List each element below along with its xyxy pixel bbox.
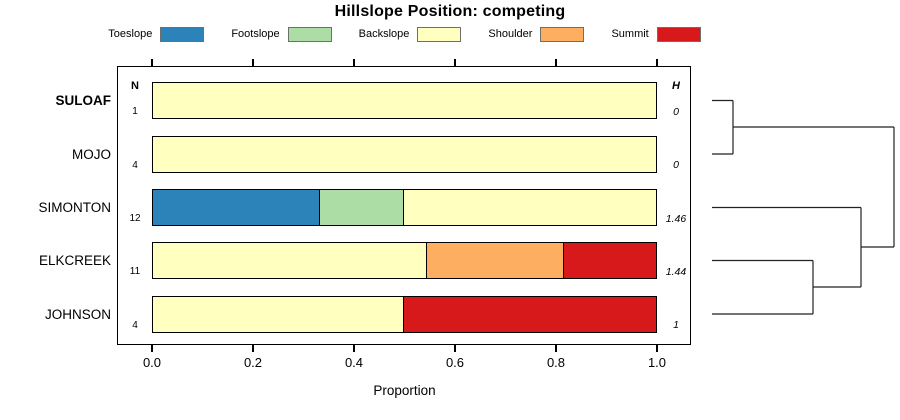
- x-axis-tick-label: 0.6: [445, 355, 465, 370]
- x-axis-tick-top: [656, 59, 658, 66]
- legend-swatch-toeslope: [160, 26, 205, 42]
- bar-segment-backslope: [152, 82, 657, 119]
- x-axis-tick-top: [353, 59, 355, 66]
- legend-item-toeslope: Toeslope: [108, 26, 205, 42]
- n-value: 1: [132, 106, 138, 117]
- legend-item-shoulder: Shoulder: [488, 26, 585, 42]
- legend-label: Summit: [611, 28, 649, 40]
- legend-label: Shoulder: [488, 28, 533, 40]
- bar-segment-backslope: [402, 189, 657, 226]
- legend-label: Footslope: [231, 28, 280, 40]
- row-label-johnson: JOHNSON: [44, 306, 111, 322]
- stacked-bar-johnson: [152, 295, 657, 333]
- row-label-suloaf: SULOAF: [55, 93, 112, 108]
- x-axis-tick-top: [252, 59, 254, 66]
- x-axis-tick-label: 0.8: [546, 355, 566, 370]
- legend-swatch-footslope: [287, 26, 332, 42]
- n-column-header: N: [131, 80, 139, 92]
- plot-box: [117, 66, 691, 345]
- legend-label: Toeslope: [108, 28, 153, 40]
- h-value: 0: [673, 159, 679, 171]
- h-value: 1.46: [665, 212, 687, 225]
- bar-segment-backslope: [152, 295, 405, 333]
- h-value: 0: [673, 105, 679, 118]
- x-axis-tick-bottom: [252, 345, 254, 352]
- legend-swatch-summit: [656, 26, 701, 42]
- legend: Toeslope Footslope Backslope Shoulder Summit: [108, 25, 701, 43]
- bar-segment-shoulder: [425, 242, 566, 279]
- x-axis-tick-top: [454, 59, 456, 66]
- x-axis-tick-bottom: [555, 345, 557, 352]
- row-label-simonton: SIMONTON: [38, 200, 111, 215]
- chart-title: Hillslope Position: competing: [334, 3, 566, 20]
- x-axis-tick-top: [151, 59, 153, 66]
- bar-segment-footslope: [318, 189, 405, 226]
- h-value: 1.44: [665, 265, 687, 278]
- legend-item-footslope: Footslope: [231, 26, 332, 42]
- stacked-bar-suloaf: [152, 82, 657, 119]
- legend-item-summit: Summit: [611, 26, 701, 42]
- stacked-bar-simonton: [152, 189, 657, 226]
- x-axis-tick-bottom: [656, 345, 658, 352]
- row-label-mojo: MOJO: [72, 146, 111, 162]
- x-axis-tick-label: 1.0: [647, 355, 667, 370]
- bar-segment-summit: [563, 242, 657, 279]
- x-axis-title: Proportion: [373, 383, 436, 398]
- stacked-bar-elkcreek: [152, 242, 657, 279]
- row-label-elkcreek: ELKCREEK: [38, 253, 111, 268]
- bar-segment-summit: [402, 295, 657, 333]
- legend-label: Backslope: [358, 28, 410, 40]
- x-axis-tick-label: 0.0: [142, 355, 162, 370]
- n-value: 11: [129, 266, 141, 277]
- x-axis-tick-top: [555, 59, 557, 66]
- h-column-header: H: [672, 80, 680, 92]
- x-axis-tick-label: 0.2: [243, 355, 263, 370]
- bar-segment-backslope: [152, 242, 428, 279]
- x-axis-tick-bottom: [454, 345, 456, 352]
- x-axis-tick-bottom: [151, 345, 153, 352]
- n-value: 12: [129, 213, 141, 224]
- legend-item-backslope: Backslope: [358, 26, 462, 42]
- bar-segment-backslope: [152, 135, 657, 173]
- stacked-bar-mojo: [152, 135, 657, 173]
- n-value: 4: [132, 319, 138, 331]
- h-value: 1: [673, 319, 679, 331]
- n-value: 4: [132, 159, 138, 171]
- x-axis-tick-label: 0.4: [344, 355, 364, 370]
- legend-swatch-shoulder: [540, 26, 585, 42]
- legend-swatch-backslope: [417, 26, 462, 42]
- x-axis-tick-bottom: [353, 345, 355, 352]
